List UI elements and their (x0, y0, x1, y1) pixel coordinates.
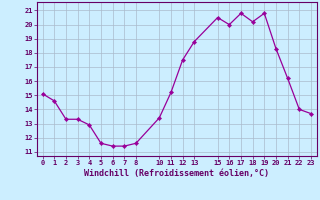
X-axis label: Windchill (Refroidissement éolien,°C): Windchill (Refroidissement éolien,°C) (84, 169, 269, 178)
